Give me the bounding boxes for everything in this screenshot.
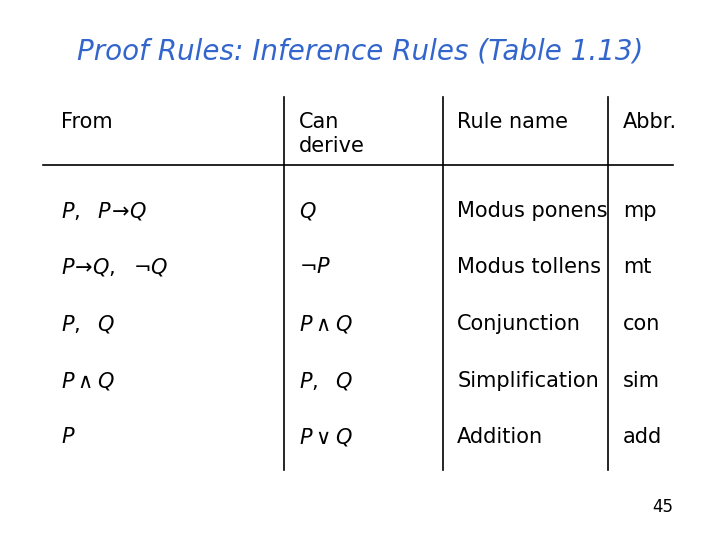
Text: mp: mp xyxy=(623,200,657,221)
Text: Modus ponens: Modus ponens xyxy=(457,200,608,221)
Text: $Q$: $Q$ xyxy=(299,200,316,221)
Text: add: add xyxy=(623,427,662,448)
Text: 45: 45 xyxy=(652,498,673,516)
Text: $P \wedge Q$: $P \wedge Q$ xyxy=(299,313,352,335)
Text: Abbr.: Abbr. xyxy=(623,111,677,132)
Text: $P \wedge Q$: $P \wedge Q$ xyxy=(61,370,114,392)
Text: $P\!\rightarrow\!Q,\ \ \neg Q$: $P\!\rightarrow\!Q,\ \ \neg Q$ xyxy=(61,256,168,278)
Text: Simplification: Simplification xyxy=(457,370,599,391)
Text: Rule name: Rule name xyxy=(457,111,568,132)
Text: Proof Rules: Inference Rules (Table 1.13): Proof Rules: Inference Rules (Table 1.13… xyxy=(77,37,643,65)
Text: $P$: $P$ xyxy=(61,427,76,448)
Text: Conjunction: Conjunction xyxy=(457,314,581,334)
Text: $P,\ \ Q$: $P,\ \ Q$ xyxy=(61,313,116,335)
Text: derive: derive xyxy=(299,136,364,156)
Text: $P,\ \ P\!\rightarrow\!Q$: $P,\ \ P\!\rightarrow\!Q$ xyxy=(61,200,147,221)
Text: From: From xyxy=(61,111,113,132)
Text: Can: Can xyxy=(299,111,339,132)
Text: Addition: Addition xyxy=(457,427,544,448)
Text: $P,\ \ Q$: $P,\ \ Q$ xyxy=(299,370,354,392)
Text: con: con xyxy=(623,314,660,334)
Text: $\neg P$: $\neg P$ xyxy=(299,257,330,278)
Text: sim: sim xyxy=(623,370,660,391)
Text: Modus tollens: Modus tollens xyxy=(457,257,601,278)
Text: mt: mt xyxy=(623,257,651,278)
Text: $P \vee Q$: $P \vee Q$ xyxy=(299,427,352,448)
